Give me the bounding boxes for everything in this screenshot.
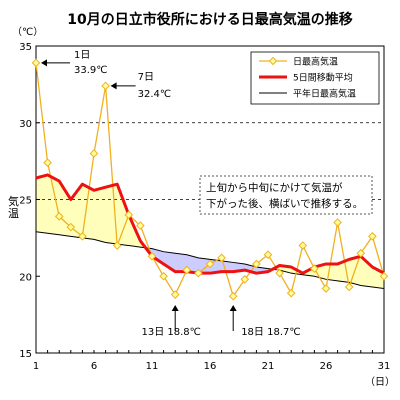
annotation-day-7-label: 7日 [138, 72, 154, 83]
x-unit-label: （日） [365, 376, 395, 388]
y-unit-label: （℃） [12, 26, 43, 38]
daily-point [182, 265, 192, 275]
legend: 日最高気温 5日間移動平均 平年日最高気温 [250, 51, 380, 105]
y-axis-label: 気温 [8, 194, 19, 220]
daily-point [136, 221, 145, 230]
marker-layer [31, 58, 389, 301]
daily-point [205, 259, 215, 269]
annotation-layer: 1日 33.9℃ 7日 32.4℃ 13日 18.8℃ 18日 18.7℃ [41, 50, 301, 338]
daily-point [321, 284, 331, 293]
daily-point [344, 282, 354, 292]
chart-title: 10月の日立市役所における日最高気温の推移 [67, 11, 352, 28]
legend-label-moving: 5日間移動平均 [293, 72, 353, 84]
legend-item-normal: 平年日最高気温 [259, 88, 356, 100]
legend-item-moving: 5日間移動平均 [259, 72, 353, 84]
area-above-normal [36, 174, 146, 248]
x-tick-label: 26 [320, 361, 333, 372]
daily-point [356, 248, 366, 258]
legend-label-daily: 日最高気温 [293, 56, 338, 68]
daily-point [66, 222, 76, 232]
daily-point [333, 218, 342, 227]
y-tick-label: 20 [19, 272, 32, 283]
daily-point [159, 271, 168, 281]
x-tick-label: 21 [262, 361, 275, 372]
daily-point [54, 212, 64, 221]
annotation-day-18-label: 18日 18.7℃ [241, 327, 300, 338]
annotation-arrow-head-1 [41, 59, 47, 67]
note-line-2: 下がった後、横ばいで推移する。 [206, 197, 363, 210]
x-tick-label: 31 [378, 361, 391, 372]
daily-point [170, 290, 180, 299]
annotation-day-1-value: 33.9℃ [74, 65, 108, 76]
y-axis-label-char: 気 [8, 194, 19, 208]
y-tick-label: 35 [19, 42, 32, 53]
daily-point [43, 158, 52, 167]
note-box: 上旬から中旬にかけて気温が 下がった後、横ばいで推移する。 [199, 175, 373, 215]
series-line-moving [35, 173, 385, 275]
annotation-day-13-label: 13日 18.8℃ [141, 327, 200, 338]
daily-point [89, 149, 99, 158]
annotation-day-7-value: 32.4℃ [138, 89, 172, 100]
note-box-frame [199, 175, 373, 215]
daily-point [101, 81, 110, 91]
daily-point [240, 275, 250, 284]
series-line-normal [35, 231, 385, 290]
x-tick-label: 11 [146, 361, 159, 372]
daily-point [368, 232, 377, 241]
annotation-arrow-13-head [171, 305, 179, 311]
daily-point [147, 251, 157, 261]
x-tick-label: 1 [33, 361, 39, 372]
x-tick-label: 16 [204, 361, 217, 372]
daily-point [31, 58, 41, 68]
y-tick-label: 15 [19, 349, 32, 360]
note-line-1: 上旬から中旬にかけて気温が [206, 181, 343, 194]
annotation-arrow-head-7 [110, 82, 117, 90]
daily-point [78, 232, 87, 241]
legend-label-normal: 平年日最高気温 [293, 88, 356, 100]
annotation-day-1-label: 1日 [74, 50, 90, 61]
x-tick-label: 6 [91, 361, 97, 372]
daily-point [228, 291, 238, 301]
daily-point [298, 241, 308, 250]
legend-swatch-daily-marker [268, 56, 278, 66]
daily-point [275, 268, 284, 278]
daily-point [379, 271, 389, 281]
daily-point [112, 241, 122, 250]
annotation-arrow-18-head [229, 305, 237, 311]
area-below-normal [145, 247, 273, 274]
daily-point [217, 253, 226, 263]
daily-point [124, 210, 134, 220]
daily-point [263, 250, 273, 260]
y-tick-label: 30 [19, 119, 32, 130]
daily-point [286, 288, 296, 298]
daily-point [310, 264, 319, 273]
daily-point [194, 268, 203, 278]
y-axis-label-char: 温 [8, 207, 19, 220]
daily-point [252, 259, 261, 269]
legend-item-daily: 日最高気温 [259, 56, 338, 68]
y-tick-label: 25 [19, 196, 32, 207]
